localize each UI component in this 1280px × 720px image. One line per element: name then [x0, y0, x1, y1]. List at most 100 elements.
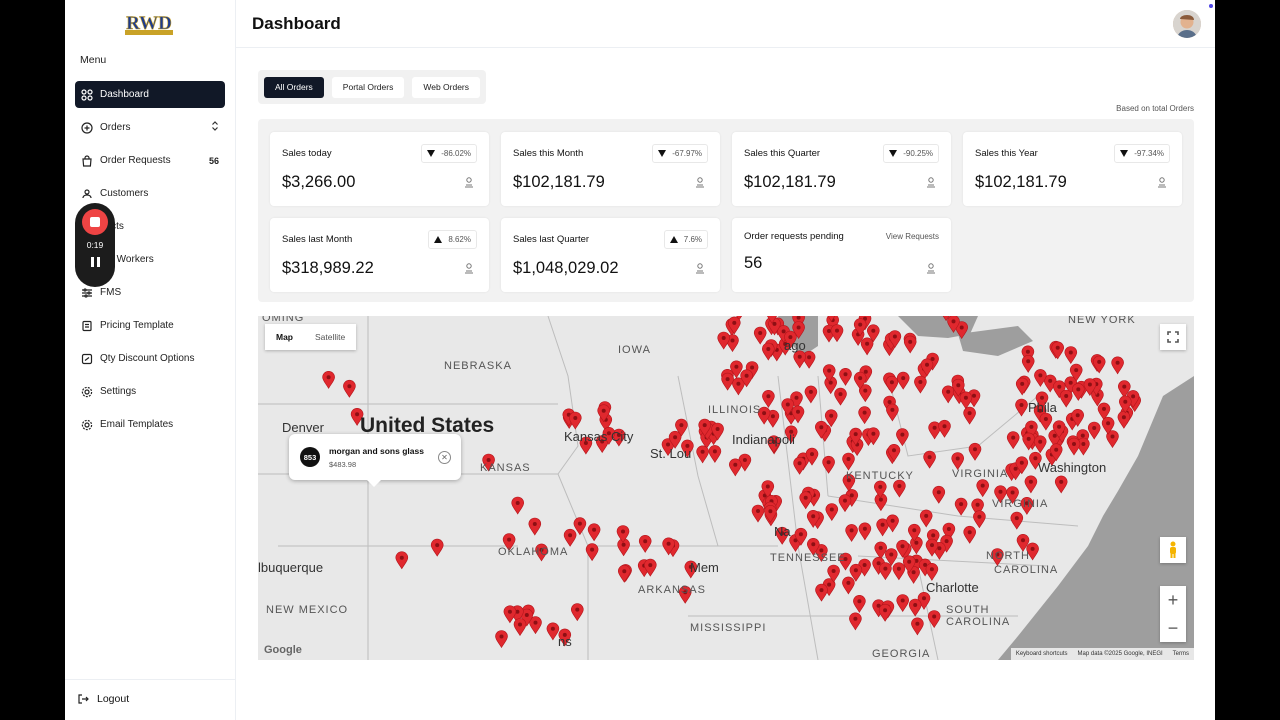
- order-marker[interactable]: [792, 321, 805, 340]
- order-marker[interactable]: [896, 371, 910, 390]
- order-marker[interactable]: [839, 368, 852, 386]
- sidebar-item-orders[interactable]: Orders: [75, 114, 225, 141]
- order-marker[interactable]: [911, 617, 924, 636]
- order-marker[interactable]: [784, 425, 798, 444]
- order-marker[interactable]: [1015, 377, 1029, 396]
- order-marker[interactable]: [730, 360, 743, 379]
- pause-recording-button[interactable]: [88, 257, 102, 271]
- order-marker[interactable]: [954, 497, 968, 516]
- order-marker[interactable]: [925, 563, 939, 581]
- order-marker[interactable]: [815, 544, 828, 562]
- order-marker[interactable]: [1049, 443, 1063, 462]
- order-marker[interactable]: [886, 403, 899, 422]
- order-marker[interactable]: [502, 533, 516, 552]
- tab-all-orders[interactable]: All Orders: [264, 76, 324, 98]
- order-marker[interactable]: [727, 316, 741, 335]
- order-marker[interactable]: [698, 418, 712, 437]
- stop-recording-button[interactable]: [82, 209, 108, 235]
- order-marker[interactable]: [940, 316, 952, 322]
- rwd-logo[interactable]: RWD: [122, 8, 176, 42]
- order-marker[interactable]: [878, 603, 892, 622]
- order-marker[interactable]: [947, 316, 960, 333]
- order-marker[interactable]: [806, 510, 820, 528]
- order-marker[interactable]: [873, 480, 887, 499]
- order-marker[interactable]: [602, 427, 616, 445]
- order-marker[interactable]: [662, 537, 675, 556]
- order-marker[interactable]: [853, 371, 867, 390]
- street-view-pegman[interactable]: [1160, 537, 1186, 563]
- order-marker[interactable]: [1106, 430, 1119, 449]
- order-marker[interactable]: [794, 527, 808, 546]
- order-marker[interactable]: [495, 630, 508, 649]
- order-marker[interactable]: [866, 324, 880, 343]
- order-marker[interactable]: [914, 375, 927, 394]
- order-marker[interactable]: [529, 616, 542, 635]
- order-marker[interactable]: [919, 509, 933, 528]
- order-marker[interactable]: [617, 564, 631, 583]
- order-marker[interactable]: [764, 505, 777, 523]
- order-marker[interactable]: [775, 526, 789, 545]
- order-marker[interactable]: [767, 435, 781, 454]
- satellite-view-button[interactable]: Satellite: [315, 332, 346, 342]
- order-marker[interactable]: [845, 489, 859, 507]
- order-marker[interactable]: [1077, 437, 1090, 456]
- order-marker[interactable]: [991, 548, 1004, 567]
- order-marker[interactable]: [579, 436, 593, 455]
- order-marker[interactable]: [896, 594, 910, 613]
- order-marker[interactable]: [1071, 409, 1085, 427]
- order-marker[interactable]: [920, 358, 934, 377]
- order-marker[interactable]: [1064, 376, 1078, 395]
- order-marker[interactable]: [951, 452, 965, 471]
- order-marker[interactable]: [1064, 346, 1078, 365]
- order-marker[interactable]: [838, 494, 852, 513]
- order-marker[interactable]: [791, 405, 805, 424]
- order-marker[interactable]: [928, 421, 941, 440]
- order-marker[interactable]: [860, 337, 874, 356]
- orders-map[interactable]: OMING NEBRASKA IOWA United States Denver…: [258, 316, 1194, 660]
- order-marker[interactable]: [528, 517, 542, 536]
- order-marker[interactable]: [814, 420, 828, 439]
- avatar[interactable]: [1173, 10, 1201, 38]
- order-marker[interactable]: [563, 528, 577, 547]
- order-marker[interactable]: [661, 438, 675, 457]
- order-marker[interactable]: [322, 371, 335, 389]
- order-marker[interactable]: [1033, 435, 1047, 454]
- zoom-out-button[interactable]: −: [1167, 617, 1179, 638]
- order-marker[interactable]: [612, 428, 626, 447]
- order-marker[interactable]: [849, 427, 863, 446]
- order-marker[interactable]: [907, 523, 921, 542]
- order-marker[interactable]: [903, 335, 917, 354]
- order-marker[interactable]: [1022, 432, 1036, 451]
- order-marker[interactable]: [1021, 355, 1035, 373]
- order-marker[interactable]: [1026, 542, 1039, 561]
- order-marker[interactable]: [570, 603, 584, 622]
- order-marker[interactable]: [874, 541, 888, 560]
- order-marker[interactable]: [1006, 486, 1019, 505]
- order-marker[interactable]: [822, 364, 836, 383]
- sidebar-item-pricing-template[interactable]: Pricing Template: [75, 312, 225, 339]
- order-marker[interactable]: [784, 330, 797, 349]
- order-marker[interactable]: [1054, 475, 1068, 494]
- sidebar-item-order-requests[interactable]: Order Requests 56: [75, 147, 225, 174]
- order-marker[interactable]: [793, 456, 806, 475]
- order-marker[interactable]: [1087, 421, 1101, 440]
- order-marker[interactable]: [740, 369, 753, 388]
- order-marker[interactable]: [923, 450, 936, 469]
- order-marker[interactable]: [511, 496, 525, 515]
- order-marker[interactable]: [503, 605, 517, 624]
- order-marker[interactable]: [976, 479, 990, 498]
- order-marker[interactable]: [858, 522, 872, 541]
- order-marker[interactable]: [951, 378, 965, 397]
- order-marker[interactable]: [1067, 437, 1081, 456]
- order-marker[interactable]: [753, 326, 767, 345]
- order-marker[interactable]: [927, 610, 941, 629]
- order-marker[interactable]: [558, 628, 572, 647]
- order-marker[interactable]: [932, 485, 946, 504]
- fullscreen-button[interactable]: [1160, 324, 1186, 350]
- order-marker[interactable]: [963, 406, 976, 425]
- order-marker[interactable]: [717, 331, 731, 350]
- order-marker[interactable]: [350, 408, 364, 426]
- order-marker[interactable]: [696, 445, 709, 464]
- order-marker[interactable]: [1010, 511, 1024, 530]
- order-marker[interactable]: [793, 350, 807, 369]
